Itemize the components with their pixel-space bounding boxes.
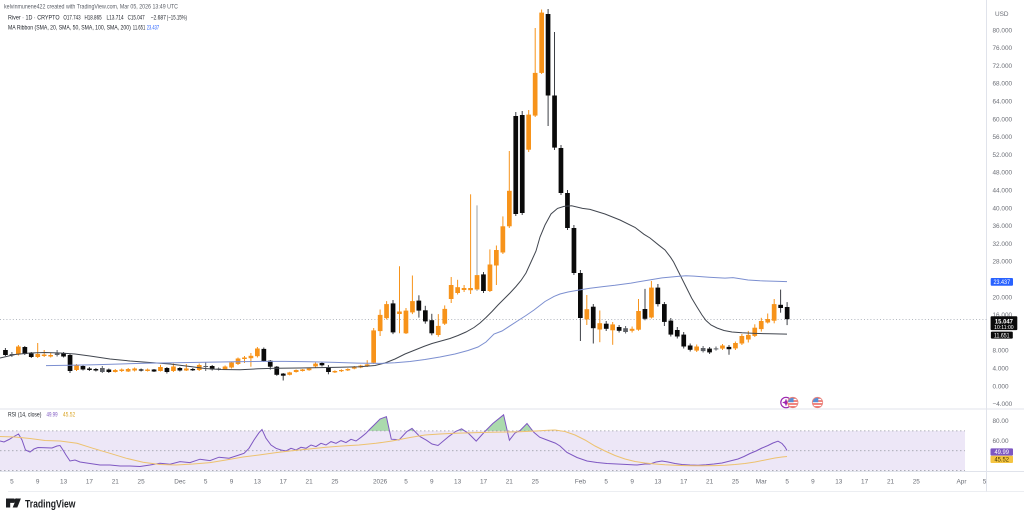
svg-text:68.000: 68.000: [993, 81, 1013, 88]
svg-text:13: 13: [60, 478, 68, 485]
svg-text:13: 13: [835, 478, 843, 485]
svg-text:48.000: 48.000: [993, 170, 1013, 177]
svg-text:17: 17: [280, 478, 288, 485]
svg-text:16.000: 16.000: [993, 312, 1013, 319]
svg-text:13: 13: [654, 478, 662, 485]
svg-text:60.00: 60.00: [993, 438, 1009, 445]
svg-text:L13.714: L13.714: [107, 15, 124, 22]
svg-text:80.000: 80.000: [993, 27, 1013, 34]
svg-text:17: 17: [861, 478, 869, 485]
svg-text:21: 21: [706, 478, 714, 485]
svg-text:21: 21: [887, 478, 895, 485]
svg-text:49.99: 49.99: [994, 449, 1009, 456]
svg-text:−4.000: −4.000: [993, 401, 1013, 408]
svg-text:USD: USD: [995, 11, 1009, 18]
svg-text:36.000: 36.000: [993, 223, 1013, 230]
svg-text:0.000: 0.000: [993, 383, 1009, 390]
svg-text:20.000: 20.000: [993, 294, 1013, 301]
svg-text:TradingView: TradingView: [25, 498, 76, 510]
svg-text:5: 5: [404, 478, 408, 485]
svg-text:MA Ribbon (SMA, 20, SMA, 50, S: MA Ribbon (SMA, 20, SMA, 50, SMA, 100, S…: [8, 25, 131, 32]
svg-text:25: 25: [138, 478, 146, 485]
svg-text:11.651: 11.651: [133, 25, 146, 32]
svg-text:C15.047: C15.047: [128, 15, 145, 22]
svg-text:45.52: 45.52: [63, 412, 76, 419]
svg-text:56.000: 56.000: [993, 134, 1013, 141]
svg-text:Feb: Feb: [575, 478, 586, 485]
svg-text:72.000: 72.000: [993, 63, 1013, 70]
svg-text:17: 17: [86, 478, 94, 485]
svg-text:21: 21: [506, 478, 514, 485]
svg-text:O17.743: O17.743: [63, 15, 81, 22]
svg-text:21: 21: [112, 478, 120, 485]
svg-text:Mar: Mar: [756, 478, 768, 485]
svg-text:−2.687: −2.687: [151, 15, 167, 22]
svg-text:8.000: 8.000: [993, 348, 1009, 355]
svg-text:23.437: 23.437: [147, 25, 160, 32]
svg-text:32.000: 32.000: [993, 241, 1013, 248]
svg-text:9: 9: [36, 478, 40, 485]
svg-text:49.99: 49.99: [47, 412, 58, 419]
svg-text:80.00: 80.00: [993, 418, 1009, 425]
svg-text:5: 5: [983, 478, 987, 485]
svg-text:kelvinmunene422 created with T: kelvinmunene422 created with TradingView…: [4, 3, 179, 10]
svg-text:13: 13: [254, 478, 262, 485]
svg-text:25: 25: [331, 478, 339, 485]
svg-text:(−15.15%): (−15.15%): [167, 15, 187, 22]
svg-text:21: 21: [306, 478, 314, 485]
svg-text:H18.865: H18.865: [85, 15, 102, 22]
svg-text:45.52: 45.52: [994, 457, 1009, 464]
svg-text:9: 9: [230, 478, 234, 485]
svg-text:2026: 2026: [373, 478, 388, 485]
svg-text:15.047: 15.047: [995, 319, 1013, 326]
svg-text:Apr: Apr: [957, 478, 968, 485]
svg-text:23.437: 23.437: [994, 279, 1011, 286]
svg-text:64.000: 64.000: [993, 99, 1013, 106]
svg-text:5: 5: [204, 478, 208, 485]
svg-text:River · 1D · CRYPTO: River · 1D · CRYPTO: [8, 15, 60, 22]
svg-text:17: 17: [680, 478, 688, 485]
svg-text:44.000: 44.000: [993, 188, 1013, 195]
svg-text:60.000: 60.000: [993, 116, 1013, 123]
svg-text:52.000: 52.000: [993, 152, 1013, 159]
svg-text:9: 9: [630, 478, 634, 485]
svg-text:25: 25: [913, 478, 921, 485]
svg-text:17: 17: [480, 478, 488, 485]
svg-text:13: 13: [454, 478, 462, 485]
svg-text:11.651: 11.651: [994, 332, 1010, 339]
svg-text:5: 5: [10, 478, 14, 485]
svg-text:Dec: Dec: [174, 478, 186, 485]
svg-text:28.000: 28.000: [993, 259, 1013, 266]
svg-text:40.000: 40.000: [993, 205, 1013, 212]
svg-text:RSI (14, close): RSI (14, close): [8, 412, 41, 419]
svg-text:76.000: 76.000: [993, 45, 1013, 52]
svg-text:9: 9: [430, 478, 434, 485]
svg-text:5: 5: [785, 478, 789, 485]
svg-text:9: 9: [811, 478, 815, 485]
svg-text:10:11:00: 10:11:00: [994, 325, 1014, 331]
svg-text:25: 25: [532, 478, 540, 485]
svg-text:4.000: 4.000: [993, 366, 1009, 373]
svg-text:5: 5: [604, 478, 608, 485]
svg-text:25: 25: [732, 478, 740, 485]
